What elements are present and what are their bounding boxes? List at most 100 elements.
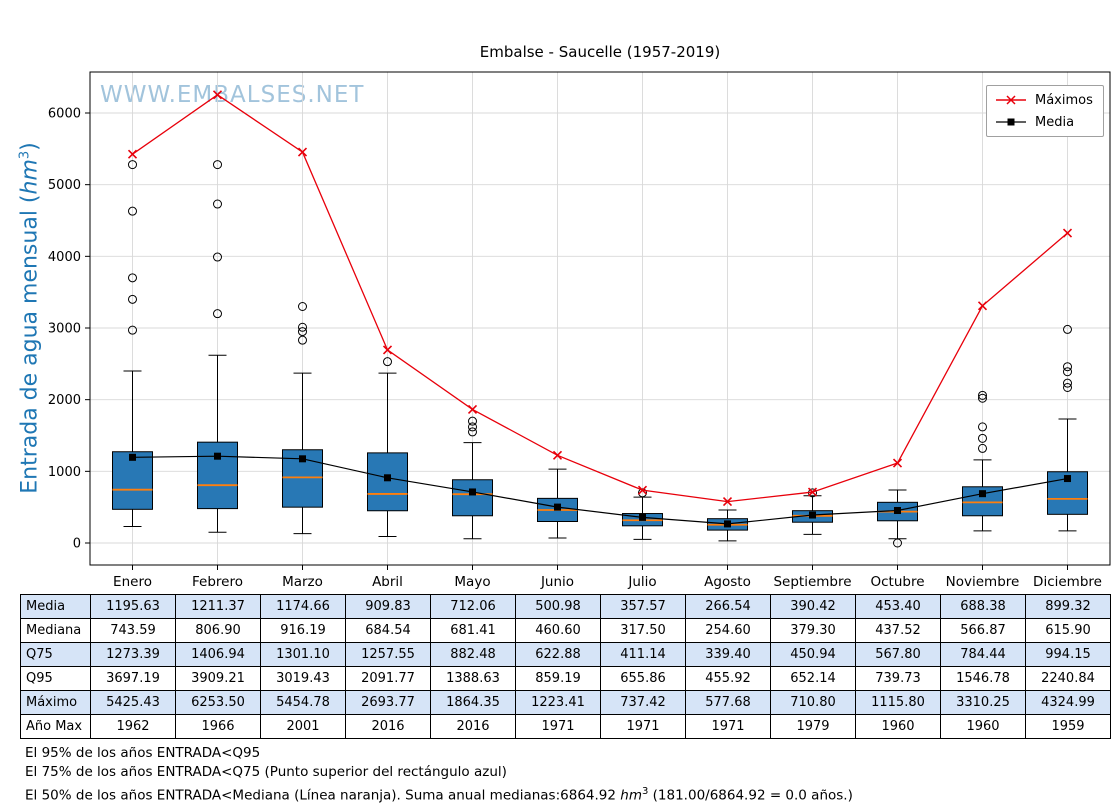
table-cell: 266.54 [685,594,771,619]
month-label: Junio [540,574,575,590]
chart-title: Embalse - Saucelle (1957-2019) [480,43,720,61]
maximos-marker [637,485,648,495]
media-marker [894,507,901,515]
media-marker [384,474,391,482]
plot-border [89,71,1111,566]
table-cell: 1174.66 [260,594,346,619]
month-label: Marzo [282,574,323,590]
table-cell: 712.06 [430,594,516,619]
legend-label-media: Media [1035,114,1075,130]
y-tick-label: 2000 [48,393,81,408]
table-cell: 1546.78 [940,666,1026,691]
y-tick-label: 3000 [48,322,81,337]
table-row: Máximo 5425.43 6253.50 5454.78 2693.77 1864.3… [20,690,1111,715]
maximos-line [132,94,1068,503]
month-label: Octubre [870,574,925,590]
maximos-marker [297,147,308,157]
table-cell: 743.59 [90,618,176,643]
outlier [213,160,222,170]
legend: Máximos Media [986,85,1104,137]
table-cell: 254.60 [685,618,771,643]
outlier [128,160,137,170]
legend-label-maximos: Máximos [1035,92,1093,108]
outlier [978,433,987,443]
maximos-marker [467,404,478,414]
maximos-marker [1062,228,1073,238]
outlier [128,325,137,335]
media-marker [809,511,816,519]
table-cell: 1962 [90,714,176,739]
table-cell: 994.15 [1025,642,1111,667]
table-cell: 859.19 [515,666,601,691]
box [197,441,238,510]
y-axis-sup: 3 [17,150,33,160]
month-label: Enero [113,574,152,590]
outlier [298,302,307,311]
month-label: Julio [628,574,657,590]
table-cell: 1960 [855,714,941,739]
y-axis-label: Entrada de agua mensual (hm3) [17,142,42,494]
outlier [1063,324,1072,334]
row-label: Q75 [20,642,91,667]
outlier [978,443,987,453]
table-cell: 784.44 [940,642,1026,667]
table-cell: 1115.80 [855,690,941,715]
y-axis-unit: hm [17,159,43,195]
month-label: Abril [372,574,403,590]
table-cell: 899.32 [1025,594,1111,619]
table-cell: 1195.63 [90,594,176,619]
row-label: Año Max [20,714,91,739]
table-cell: 411.14 [600,642,686,667]
media-marker [639,513,646,521]
outlier [298,335,307,345]
media-marker [554,503,561,511]
table-row: Año Max 1962 1966 2001 2016 2016 1971 1971 1971 1… [20,714,1111,739]
y-tick-label: 6000 [48,107,81,122]
table-cell: 2091.77 [345,666,431,691]
outlier [128,273,137,283]
maximos-marker [382,345,393,355]
table-cell: 710.80 [770,690,856,715]
table-cell: 806.90 [175,618,261,643]
table-cell: 3909.21 [175,666,261,691]
maximos-line-icon [996,95,1026,105]
legend-item-media: Media [995,113,1093,131]
legend-item-maximos: Máximos [995,91,1093,109]
footnotes: El 95% de los años ENTRADA<Q95 El 75% de… [25,744,853,806]
table-cell: 684.54 [345,618,431,643]
table-cell: 1959 [1025,714,1111,739]
maximos-marker [552,450,563,460]
outlier [468,427,477,437]
row-label: Máximo [20,690,91,715]
outlier [213,309,222,319]
table-cell: 3310.25 [940,690,1026,715]
month-label: Diciembre [1033,574,1102,590]
table-cell: 1388.63 [430,666,516,691]
month-label: Mayo [454,574,491,590]
table-cell: 2016 [345,714,431,739]
table-cell: 2016 [430,714,516,739]
table-cell: 1257.55 [345,642,431,667]
stats-table-wrap: Enero Febrero Marzo Abril Mayo Junio Julio Agos… [20,570,1112,739]
table-cell: 622.88 [515,642,601,667]
outlier [468,416,477,426]
table-cell: 567.80 [855,642,941,667]
stats-table: Media 1195.63 1211.37 1174.66 909.83 712.06 50… [20,594,1111,739]
table-row: Q75 1273.39 1406.94 1301.10 1257.55 882.48 622… [20,642,1111,667]
table-cell: 909.83 [345,594,431,619]
table-cell: 1223.41 [515,690,601,715]
table-cell: 6253.50 [175,690,261,715]
footnote-1: El 95% de los años ENTRADA<Q95 [25,745,261,761]
outlier [638,488,647,498]
table-cell: 5454.78 [260,690,346,715]
stats-table-body: Media 1195.63 1211.37 1174.66 909.83 712.06 50… [20,594,1111,739]
month-labels-row: Enero Febrero Marzo Abril Mayo Junio Julio Agos… [20,570,1112,594]
table-cell: 317.50 [600,618,686,643]
y-tick-label: 5000 [48,178,81,193]
footnote-3-post: (181.00/6864.92 = 0.0 años.) [648,787,853,804]
table-cell: 688.38 [940,594,1026,619]
table-cell: 455.92 [685,666,771,691]
table-cell: 615.90 [1025,618,1111,643]
table-cell: 916.19 [260,618,346,643]
